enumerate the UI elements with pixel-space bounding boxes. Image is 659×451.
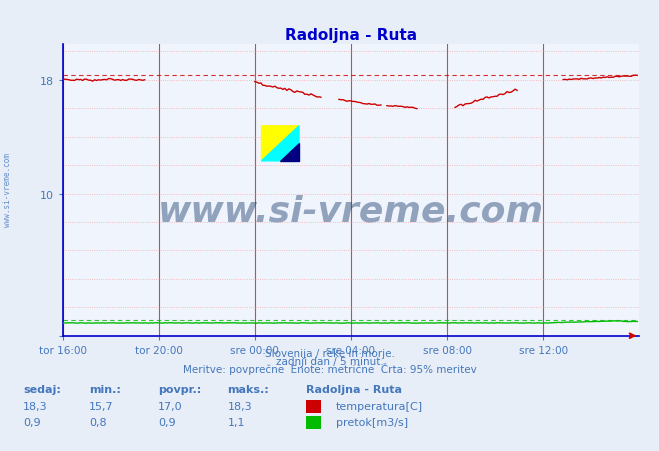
Text: 0,8: 0,8 — [89, 417, 107, 427]
Text: 0,9: 0,9 — [158, 417, 176, 427]
Text: 18,3: 18,3 — [23, 401, 47, 411]
Text: Meritve: povprečne  Enote: metrične  Črta: 95% meritev: Meritve: povprečne Enote: metrične Črta:… — [183, 363, 476, 374]
Text: zadnji dan / 5 minut.: zadnji dan / 5 minut. — [275, 356, 384, 366]
Polygon shape — [262, 127, 299, 161]
Polygon shape — [262, 127, 299, 161]
Text: 1,1: 1,1 — [227, 417, 245, 427]
Text: 0,9: 0,9 — [23, 417, 41, 427]
Text: 15,7: 15,7 — [89, 401, 113, 411]
Text: www.si-vreme.com: www.si-vreme.com — [3, 152, 13, 226]
Text: povpr.:: povpr.: — [158, 384, 202, 394]
Text: maks.:: maks.: — [227, 384, 269, 394]
Text: 17,0: 17,0 — [158, 401, 183, 411]
Title: Radoljna - Ruta: Radoljna - Ruta — [285, 28, 417, 42]
Text: Radoljna - Ruta: Radoljna - Ruta — [306, 384, 403, 394]
Text: 18,3: 18,3 — [227, 401, 252, 411]
Text: min.:: min.: — [89, 384, 121, 394]
Text: www.si-vreme.com: www.si-vreme.com — [158, 194, 544, 228]
Text: pretok[m3/s]: pretok[m3/s] — [336, 417, 408, 427]
Text: sedaj:: sedaj: — [23, 384, 61, 394]
Polygon shape — [280, 144, 299, 161]
Text: Slovenija / reke in morje.: Slovenija / reke in morje. — [264, 348, 395, 358]
Text: temperatura[C]: temperatura[C] — [336, 401, 423, 411]
